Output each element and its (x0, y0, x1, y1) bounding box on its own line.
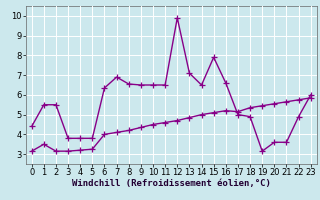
X-axis label: Windchill (Refroidissement éolien,°C): Windchill (Refroidissement éolien,°C) (72, 179, 271, 188)
